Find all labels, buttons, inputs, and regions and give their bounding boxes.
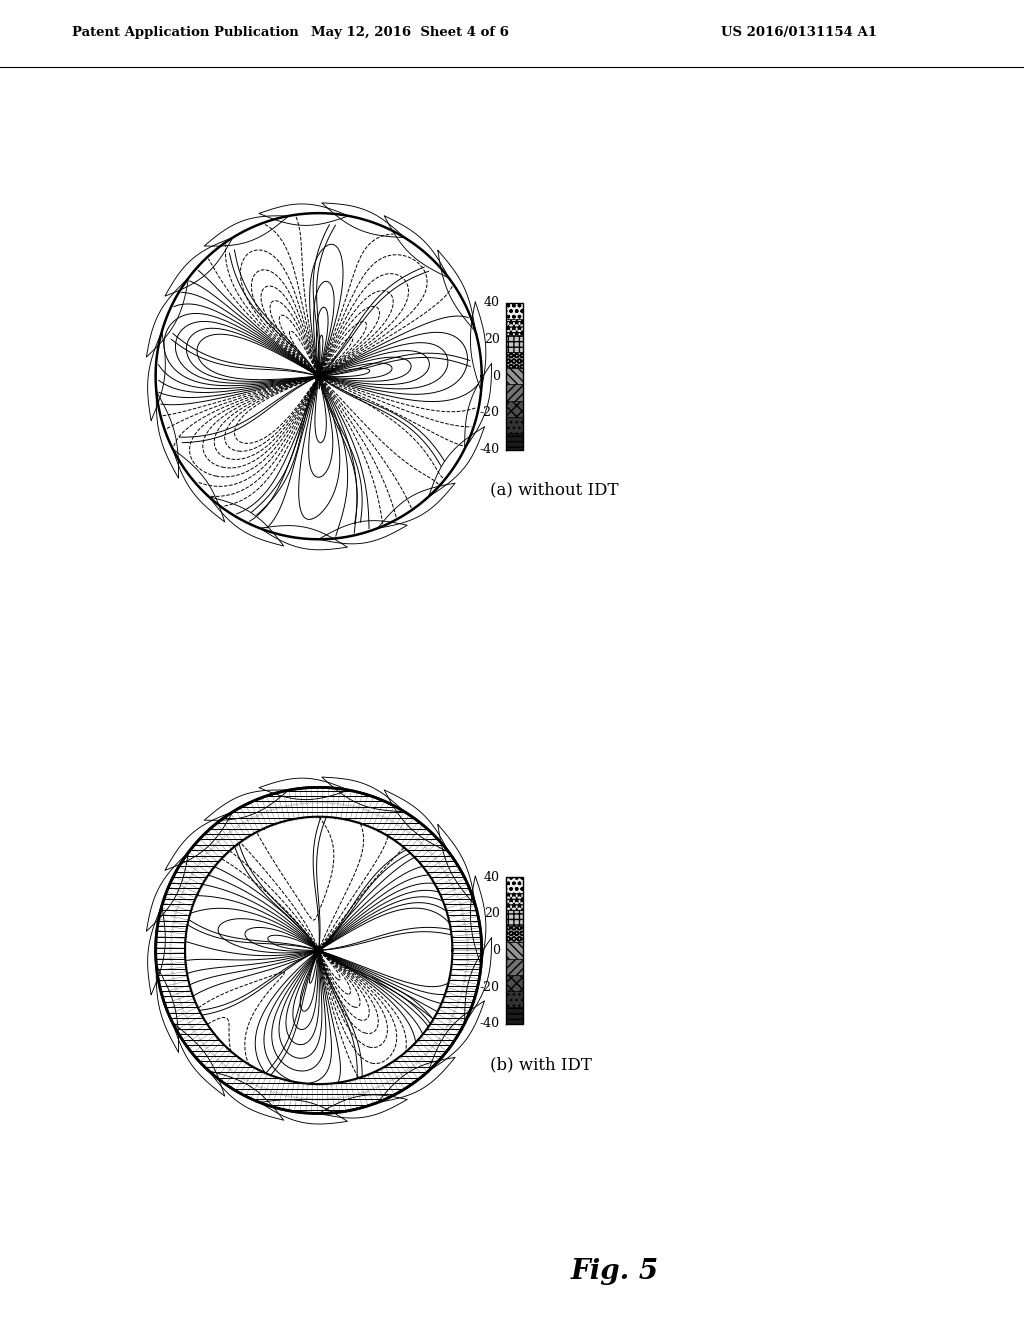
Bar	[506, 335, 522, 351]
Text: -20: -20	[479, 981, 500, 994]
Polygon shape	[378, 1057, 455, 1102]
Polygon shape	[470, 302, 485, 391]
Polygon shape	[259, 779, 348, 800]
Bar	[506, 384, 522, 401]
Polygon shape	[173, 1023, 224, 1096]
Polygon shape	[157, 965, 178, 1052]
Text: -20: -20	[479, 407, 500, 420]
Polygon shape	[146, 279, 188, 358]
Bar	[506, 351, 522, 368]
Polygon shape	[470, 876, 485, 965]
Text: -40: -40	[479, 444, 500, 457]
Bar	[506, 925, 522, 942]
Polygon shape	[173, 449, 224, 521]
Polygon shape	[147, 331, 165, 421]
Polygon shape	[322, 777, 404, 812]
Bar	[506, 368, 522, 384]
Polygon shape	[384, 215, 449, 279]
Polygon shape	[465, 937, 492, 1023]
Polygon shape	[204, 789, 289, 820]
Bar	[506, 942, 522, 958]
Text: (b) with IDT: (b) with IDT	[489, 1056, 592, 1073]
Polygon shape	[165, 238, 232, 296]
Bar	[506, 876, 522, 894]
Text: US 2016/0131154 A1: US 2016/0131154 A1	[721, 26, 877, 40]
Text: Patent Application Publication: Patent Application Publication	[72, 26, 298, 40]
Text: 0: 0	[492, 370, 500, 383]
Text: 40: 40	[483, 870, 500, 883]
Text: -40: -40	[479, 1018, 500, 1031]
Polygon shape	[318, 520, 408, 544]
Text: 0: 0	[492, 944, 500, 957]
Bar	[506, 909, 522, 925]
Circle shape	[314, 372, 323, 380]
Text: 20: 20	[483, 333, 500, 346]
Bar	[506, 894, 522, 909]
Text: (a) without IDT: (a) without IDT	[489, 482, 618, 499]
Bar	[506, 1007, 522, 1024]
Bar	[506, 991, 522, 1007]
Polygon shape	[260, 1100, 347, 1125]
Text: May 12, 2016  Sheet 4 of 6: May 12, 2016 Sheet 4 of 6	[310, 26, 509, 40]
Polygon shape	[146, 853, 188, 932]
Polygon shape	[204, 215, 289, 246]
Bar	[506, 958, 522, 975]
Polygon shape	[209, 1071, 284, 1121]
Polygon shape	[157, 391, 178, 478]
Polygon shape	[438, 251, 475, 331]
Bar	[506, 433, 522, 450]
Polygon shape	[384, 789, 449, 853]
Circle shape	[314, 946, 323, 954]
Text: 40: 40	[483, 296, 500, 309]
Polygon shape	[259, 205, 348, 226]
Polygon shape	[260, 525, 347, 550]
Polygon shape	[209, 496, 284, 546]
Bar	[506, 417, 522, 433]
Bar	[506, 319, 522, 335]
Polygon shape	[147, 906, 165, 995]
Text: Fig. 5: Fig. 5	[570, 1258, 658, 1284]
Text: 20: 20	[483, 907, 500, 920]
Bar	[506, 975, 522, 991]
Polygon shape	[465, 363, 492, 449]
Polygon shape	[428, 1001, 484, 1071]
Bar	[506, 302, 522, 319]
Polygon shape	[438, 825, 475, 906]
Polygon shape	[318, 1094, 408, 1118]
Polygon shape	[378, 483, 455, 528]
Bar	[506, 401, 522, 417]
Polygon shape	[428, 426, 484, 496]
Polygon shape	[165, 812, 232, 870]
Polygon shape	[322, 203, 404, 238]
